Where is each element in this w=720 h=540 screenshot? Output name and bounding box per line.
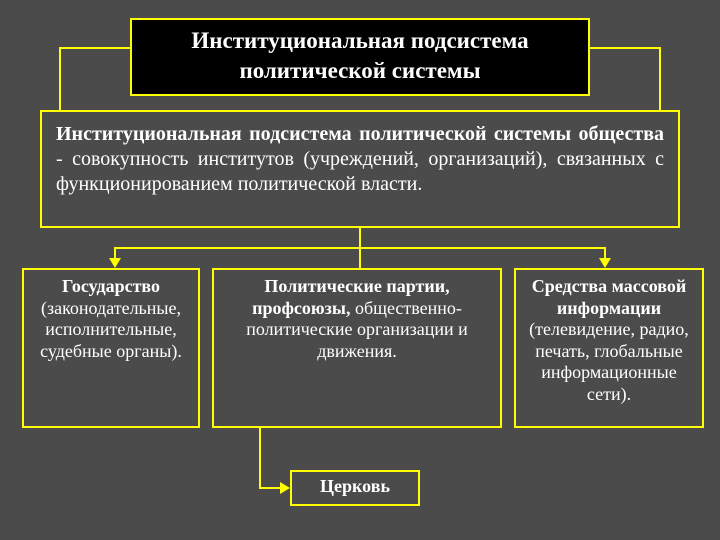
title-line2: политической системы (140, 56, 580, 86)
branch-state-rest: (законодательные, исполнительные, судебн… (40, 298, 182, 361)
branch-media: Средства массовой информации (телевидени… (514, 268, 704, 428)
branch-church-bold: Церковь (320, 476, 390, 496)
edge-party-church (260, 428, 282, 488)
edge-stem-right (360, 248, 605, 260)
branch-state-bold: Государство (62, 276, 160, 296)
edge-title-left (60, 48, 130, 110)
branch-media-rest: (телевидение, радио, печать, глобальные … (529, 319, 689, 404)
definition-box: Институциональная подсистема политическо… (40, 110, 680, 228)
title-line1: Институциональная подсистема (140, 26, 580, 56)
title-box: Институциональная подсистема политическо… (130, 18, 590, 96)
branch-media-bold: Средства массовой информации (532, 276, 687, 318)
branch-state: Государство (законодательные, исполнител… (22, 268, 200, 428)
edge-title-right (590, 48, 660, 110)
arrow-right-down (599, 258, 611, 268)
definition-rest: - совокупность институтов (учреждений, о… (56, 148, 664, 195)
arrow-church-right (280, 482, 290, 494)
branch-church: Церковь (290, 470, 420, 506)
arrow-left-down (109, 258, 121, 268)
edge-stem-left (115, 248, 360, 260)
definition-bold: Институциональная подсистема политическо… (56, 123, 664, 145)
branch-party: Политические партии, профсоюзы, обществе… (212, 268, 502, 428)
